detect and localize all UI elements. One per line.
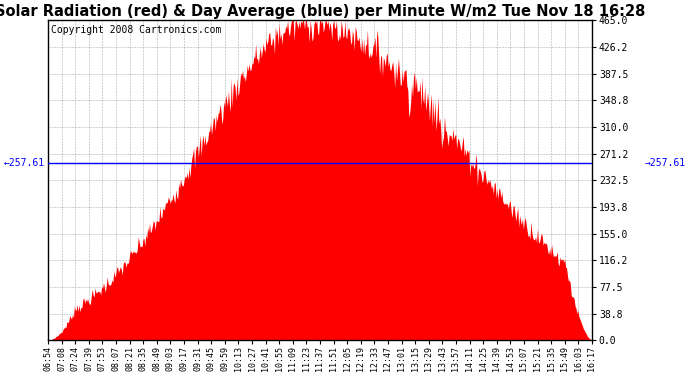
Text: Copyright 2008 Cartronics.com: Copyright 2008 Cartronics.com xyxy=(51,25,221,35)
Text: ←257.61: ←257.61 xyxy=(4,158,46,168)
Text: →257.61: →257.61 xyxy=(644,158,686,168)
Title: Solar Radiation (red) & Day Average (blue) per Minute W/m2 Tue Nov 18 16:28: Solar Radiation (red) & Day Average (blu… xyxy=(0,4,645,19)
